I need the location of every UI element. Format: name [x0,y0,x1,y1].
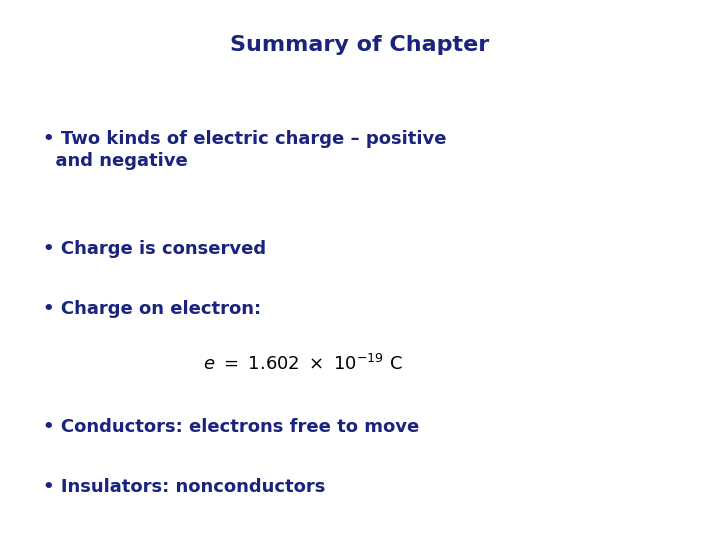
Text: $e\ =\ 1.602\ \times\ 10^{-19}\ \mathrm{C}$: $e\ =\ 1.602\ \times\ 10^{-19}\ \mathrm{… [202,354,402,374]
Text: • Two kinds of electric charge – positive
  and negative: • Two kinds of electric charge – positiv… [43,130,446,171]
Text: • Conductors: electrons free to move: • Conductors: electrons free to move [43,418,420,436]
Text: Summary of Chapter: Summary of Chapter [230,35,490,55]
Text: • Charge is conserved: • Charge is conserved [43,240,266,258]
Text: • Charge on electron:: • Charge on electron: [43,300,261,318]
Text: • Insulators: nonconductors: • Insulators: nonconductors [43,478,325,496]
